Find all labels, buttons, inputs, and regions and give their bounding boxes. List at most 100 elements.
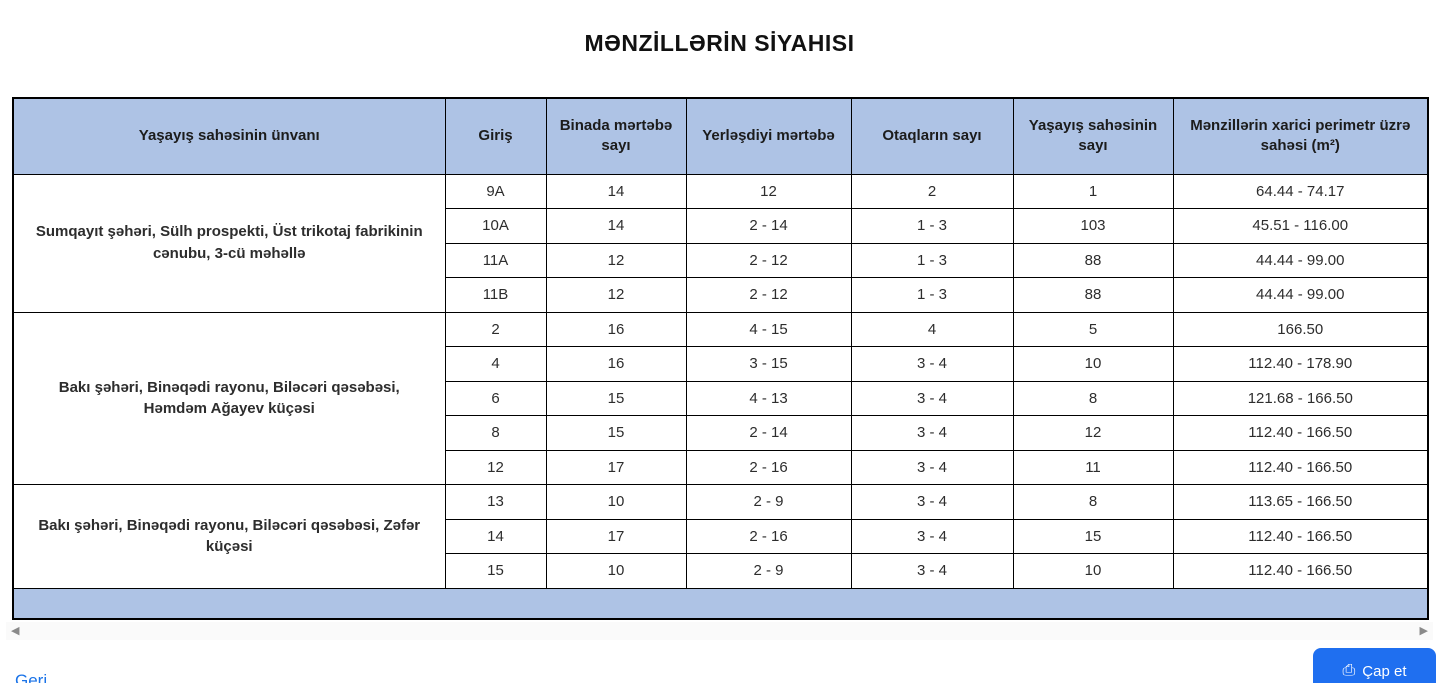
data-cell: 3 - 4 <box>850 518 1014 554</box>
data-cell: 17 <box>545 449 687 485</box>
data-cell: 3 - 4 <box>850 449 1014 485</box>
data-cell: 113.65 - 166.50 <box>1172 484 1429 520</box>
data-cell: 2 - 16 <box>685 518 852 554</box>
data-cell: 1 - 3 <box>850 242 1014 278</box>
data-cell: 9A <box>444 173 547 209</box>
table-row: 12 17 2 - 16 3 - 4 11 112.40 - 166.50 <box>13 449 1429 485</box>
col-header-unit-count: Yaşayış sahəsinin sayı <box>1012 97 1174 175</box>
table-row: Bakı şəhəri, Binəqədi rayonu, Biləcəri q… <box>12 484 1429 589</box>
data-cell: 4 <box>850 311 1014 347</box>
data-cell: 103 <box>1012 208 1174 244</box>
data-cell: 16 <box>545 311 687 347</box>
col-header-building-floors: Binada mərtəbə sayı <box>545 97 687 175</box>
data-cell: 11B <box>444 277 547 313</box>
data-cell: 15 <box>444 553 547 589</box>
data-cell: 44.44 - 99.00 <box>1172 242 1429 278</box>
data-cell: 3 - 4 <box>850 415 1014 451</box>
data-cell: 14 <box>545 208 687 244</box>
data-cell: 13 <box>444 484 547 520</box>
table-header: Yaşayış sahəsinin ünvanı Giriş Binada mə… <box>12 97 1429 175</box>
data-cell: 5 <box>1012 311 1174 347</box>
table-row: 11A 12 2 - 12 1 - 3 88 44.44 - 99.00 <box>13 242 1429 278</box>
col-header-address: Yaşayış sahəsinin ünvanı <box>12 97 446 175</box>
data-cell: 3 - 4 <box>850 346 1014 382</box>
data-cell: 3 - 15 <box>685 346 852 382</box>
col-header-room-count: Otaqların sayı <box>850 97 1014 175</box>
data-cell: 10 <box>1012 346 1174 382</box>
data-cell: 1 <box>1012 173 1174 209</box>
data-cell: 11 <box>1012 449 1174 485</box>
data-cell: 2 - 14 <box>685 208 852 244</box>
data-cell: 11A <box>444 242 547 278</box>
table-row: Bakı şəhəri, Binəqədi rayonu, Biləcəri q… <box>12 311 1429 485</box>
data-cell: 12 <box>685 173 852 209</box>
scroll-right-icon[interactable]: ▶ <box>1419 624 1428 637</box>
data-cell: 121.68 - 166.50 <box>1172 380 1429 416</box>
data-cell: 2 - 9 <box>685 484 852 520</box>
scroll-left-icon[interactable]: ◀ <box>11 624 20 637</box>
data-cell: 112.40 - 166.50 <box>1172 415 1429 451</box>
data-cell: 17 <box>545 518 687 554</box>
data-cell: 10 <box>545 484 687 520</box>
data-cell: 16 <box>545 346 687 382</box>
data-cell: 64.44 - 74.17 <box>1172 173 1429 209</box>
data-cell: 4 - 13 <box>685 380 852 416</box>
data-cell: 8 <box>1012 484 1174 520</box>
table-row: 14 17 2 - 16 3 - 4 15 112.40 - 166.50 <box>13 518 1429 554</box>
page-title: MƏNZİLLƏRİN SİYAHISI <box>584 30 855 56</box>
table-footer <box>12 587 1429 620</box>
col-header-entrance: Giriş <box>444 97 547 175</box>
data-cell: 14 <box>545 173 687 209</box>
table-row: 11B 12 2 - 12 1 - 3 88 44.44 - 99.00 <box>13 277 1429 313</box>
data-cell: 15 <box>545 415 687 451</box>
data-cell: 6 <box>444 380 547 416</box>
data-cell: 166.50 <box>1172 311 1429 347</box>
pager-row <box>12 587 1429 620</box>
col-header-perimeter-area: Mənzillərin xarici perimetr üzrə sahəsi … <box>1172 97 1429 175</box>
pager-bar <box>12 587 1429 620</box>
data-cell: 4 - 15 <box>685 311 852 347</box>
data-cell: 112.40 - 166.50 <box>1172 449 1429 485</box>
data-cell: 2 - 12 <box>685 242 852 278</box>
data-cell: 15 <box>1012 518 1174 554</box>
data-cell: 1 - 3 <box>850 277 1014 313</box>
data-cell: 15 <box>545 380 687 416</box>
apartments-table-body: Sumqayıt şəhəri, Sülh prospekti, Üst tri… <box>12 173 1429 589</box>
data-cell: 112.40 - 166.50 <box>1172 518 1429 554</box>
data-cell: 8 <box>1012 380 1174 416</box>
address-cell: Sumqayıt şəhəri, Sülh prospekti, Üst tri… <box>12 173 446 313</box>
data-cell: 12 <box>545 277 687 313</box>
data-cell: 2 - 14 <box>685 415 852 451</box>
col-header-located-floor: Yerləşdiyi mərtəbə <box>685 97 852 175</box>
data-cell: 2 - 12 <box>685 277 852 313</box>
data-cell: 112.40 - 178.90 <box>1172 346 1429 382</box>
data-cell: 112.40 - 166.50 <box>1172 553 1429 589</box>
address-cell: Bakı şəhəri, Binəqədi rayonu, Biləcəri q… <box>12 311 446 485</box>
data-cell: 3 - 4 <box>850 484 1014 520</box>
address-cell: Bakı şəhəri, Binəqədi rayonu, Biləcəri q… <box>12 484 446 589</box>
data-cell: 2 <box>850 173 1014 209</box>
data-cell: 10 <box>1012 553 1174 589</box>
data-cell: 12 <box>444 449 547 485</box>
apartments-table-wrap: Yaşayış sahəsinin ünvanı Giriş Binada mə… <box>12 97 1429 620</box>
header-row: Yaşayış sahəsinin ünvanı Giriş Binada mə… <box>12 97 1429 175</box>
data-cell: 12 <box>545 242 687 278</box>
data-cell: 88 <box>1012 242 1174 278</box>
back-link[interactable]: Geri <box>15 671 48 683</box>
print-button-label: Çap et <box>1362 662 1407 680</box>
table-row: Sumqayıt şəhəri, Sülh prospekti, Üst tri… <box>12 173 1429 313</box>
data-cell: 10 <box>545 553 687 589</box>
data-cell: 88 <box>1012 277 1174 313</box>
data-cell: 8 <box>444 415 547 451</box>
horizontal-scrollbar[interactable]: ◀ ▶ <box>6 622 1433 640</box>
data-cell: 14 <box>444 518 547 554</box>
data-cell: 2 - 9 <box>685 553 852 589</box>
data-cell: 3 - 4 <box>850 553 1014 589</box>
print-button[interactable]: ⎙ Çap et <box>1313 648 1436 683</box>
data-cell: 44.44 - 99.00 <box>1172 277 1429 313</box>
data-cell: 3 - 4 <box>850 380 1014 416</box>
data-cell: 10A <box>444 208 547 244</box>
printer-icon: ⎙ <box>1342 662 1356 679</box>
data-cell: 45.51 - 116.00 <box>1172 208 1429 244</box>
